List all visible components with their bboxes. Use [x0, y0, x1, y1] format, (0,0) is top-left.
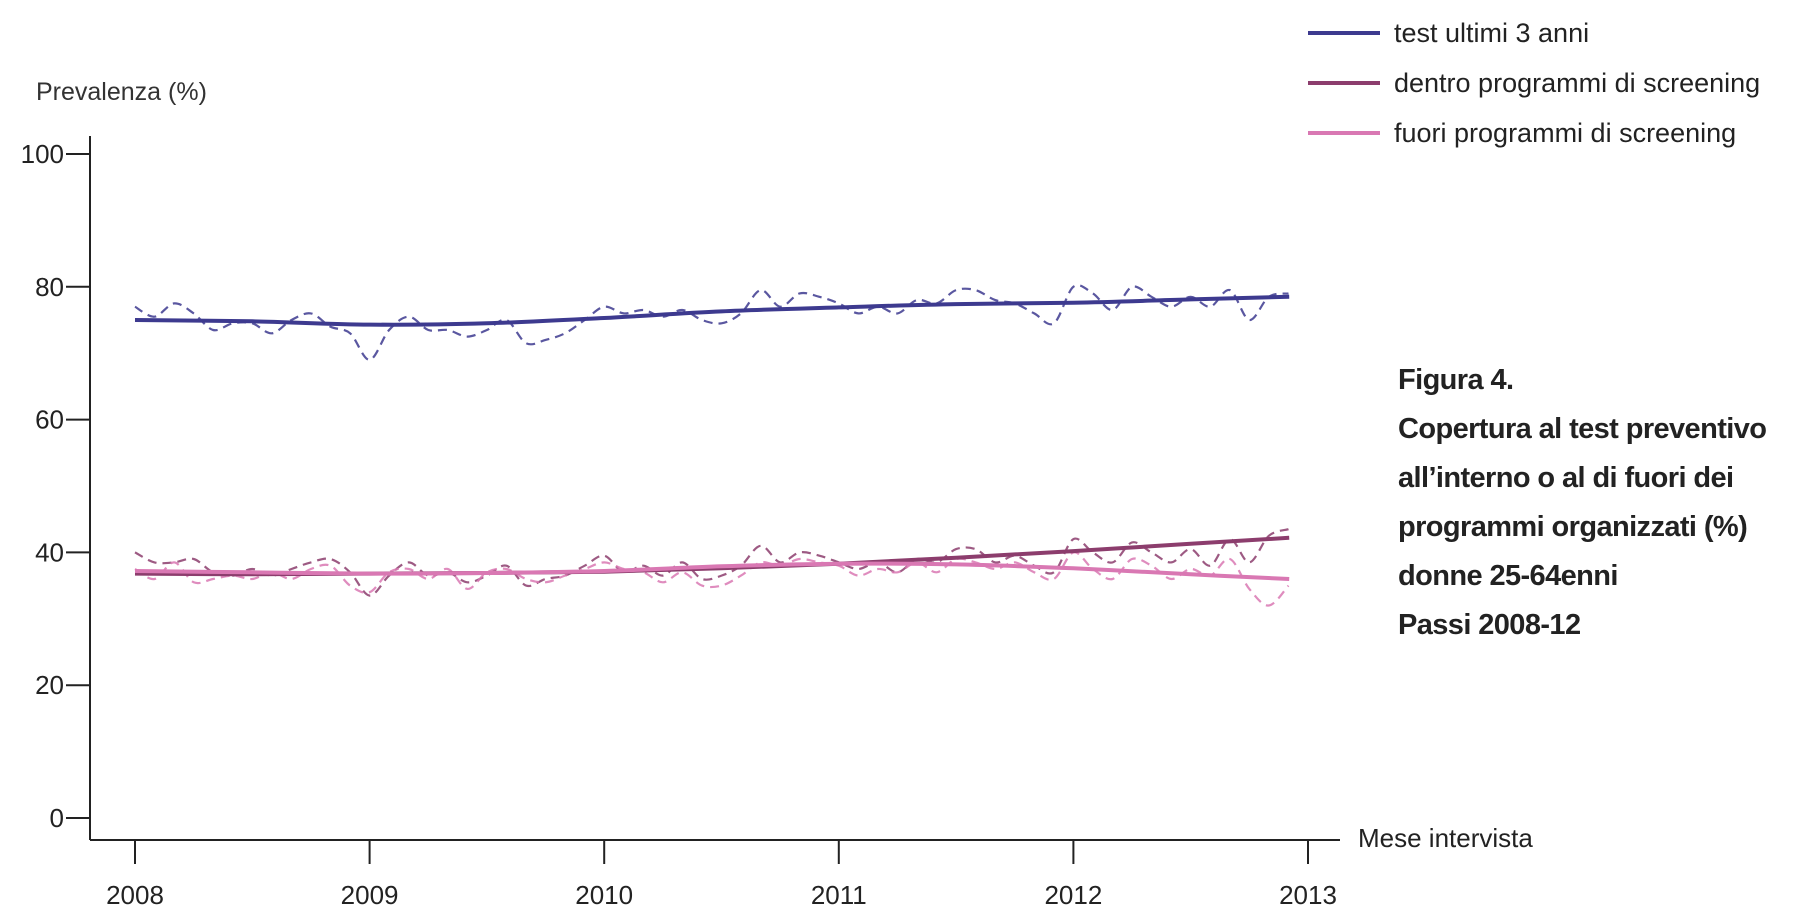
figure-caption: Figura 4. Copertura al test preventivo a… [1398, 356, 1798, 650]
legend-item: fuori programmi di screening [1308, 108, 1760, 158]
caption-line: all’interno o al di fuori dei [1398, 462, 1734, 494]
x-tick-label: 2011 [811, 880, 867, 910]
caption-line: Copertura al test preventivo [1398, 413, 1767, 445]
caption-line: programmi organizzati (%) [1398, 511, 1748, 543]
x-tick-label: 2010 [575, 880, 633, 910]
y-tick-label: 20 [35, 670, 64, 700]
legend-item: test ultimi 3 anni [1308, 8, 1760, 58]
caption-line: Figura 4. [1398, 364, 1514, 396]
x-tick-label: 2009 [341, 880, 399, 910]
caption-line: donne 25-64enni [1398, 560, 1618, 592]
legend-swatch [1308, 81, 1380, 85]
y-tick-label: 80 [35, 272, 64, 302]
x-tick-label: 2008 [106, 880, 164, 910]
legend-label: test ultimi 3 anni [1394, 17, 1590, 48]
y-tick-label: 0 [50, 803, 64, 833]
axes: 0 20 40 60 80 100 2008 2009 2010 2011 2012 2013 [21, 136, 1340, 910]
legend-item: dentro programmi di screening [1308, 58, 1760, 108]
x-tick-label: 2012 [1044, 880, 1102, 910]
caption-line: Passi 2008-12 [1398, 609, 1581, 641]
series-layer [134, 284, 1290, 607]
series-trend-line-1 [134, 294, 1290, 327]
y-axis-label: Prevalenza (%) [36, 78, 207, 106]
series-monthly-line-1 [134, 284, 1289, 361]
y-tick-label: 60 [35, 405, 64, 435]
legend: test ultimi 3 anni dentro programmi di s… [1308, 8, 1760, 158]
y-tick-label: 100 [21, 139, 64, 169]
legend-label: dentro programmi di screening [1394, 67, 1761, 98]
series-monthly-line-2 [134, 528, 1289, 597]
x-axis-label: Mese intervista [1358, 823, 1533, 853]
legend-swatch [1308, 131, 1380, 135]
y-tick-label: 40 [35, 537, 64, 567]
legend-label: fuori programmi di screening [1394, 117, 1737, 148]
series-trend-line-3 [134, 561, 1290, 581]
legend-swatch [1308, 31, 1380, 35]
x-tick-label: 2013 [1279, 880, 1337, 910]
